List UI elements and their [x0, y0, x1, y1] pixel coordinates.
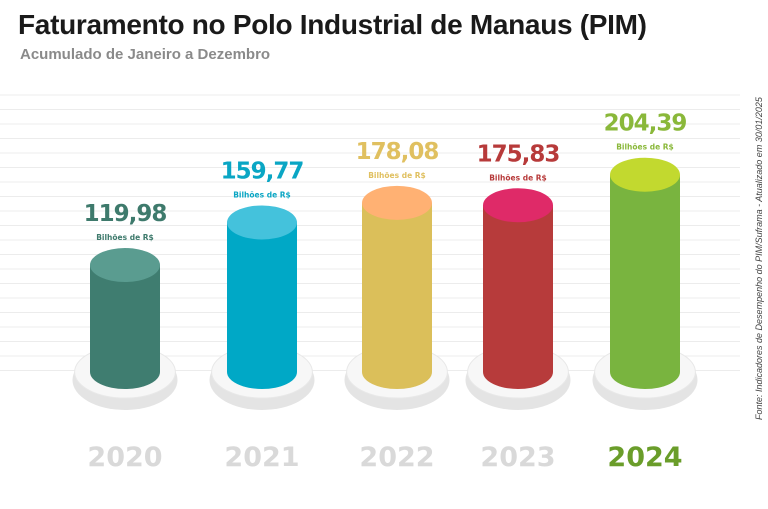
unit-label: Bilhões de R$ — [368, 171, 426, 180]
value-label: 204,39 — [604, 111, 687, 137]
value-label: 159,77 — [221, 158, 304, 184]
unit-label: Bilhões de R$ — [616, 143, 674, 152]
bar-top — [227, 205, 297, 240]
source-note: Fonte: Indicadores de Desempenho do PIM/… — [754, 96, 764, 420]
bar-2022 — [362, 202, 432, 389]
bar-group-2021: 159,77 Bilhões de R$ 2021 — [209, 158, 315, 473]
year-label: 2023 — [480, 442, 555, 473]
bar-2023 — [483, 205, 553, 389]
bar-group-2024: 204,39 Bilhões de R$ 2024 — [592, 111, 698, 473]
year-label: 2020 — [87, 442, 162, 473]
bar-top — [90, 248, 160, 283]
bar-top — [610, 157, 680, 192]
bar-group-2022: 178,08 Bilhões de R$ 2022 — [344, 139, 450, 473]
bar-2020 — [90, 265, 160, 389]
bar-group-2020: 119,98 Bilhões de R$ 2020 — [72, 201, 178, 473]
chart-title: Faturamento no Polo Industrial de Manaus… — [18, 9, 647, 40]
year-label: 2021 — [224, 442, 299, 473]
year-label: 2024 — [607, 442, 682, 473]
bar-top — [483, 188, 553, 223]
chart-subtitle: Acumulado de Janeiro a Dezembro — [20, 46, 271, 63]
bar-2021 — [227, 222, 297, 389]
bar-top — [362, 185, 432, 220]
bar-2024 — [610, 174, 680, 389]
year-label: 2022 — [359, 442, 434, 473]
unit-label: Bilhões de R$ — [233, 190, 291, 199]
value-label: 178,08 — [356, 139, 439, 165]
bar-group-2023: 175,83 Bilhões de R$ 2023 — [465, 141, 571, 473]
value-label: 175,83 — [477, 141, 560, 167]
value-label: 119,98 — [84, 201, 167, 227]
unit-label: Bilhões de R$ — [489, 173, 547, 182]
unit-label: Bilhões de R$ — [96, 233, 154, 242]
